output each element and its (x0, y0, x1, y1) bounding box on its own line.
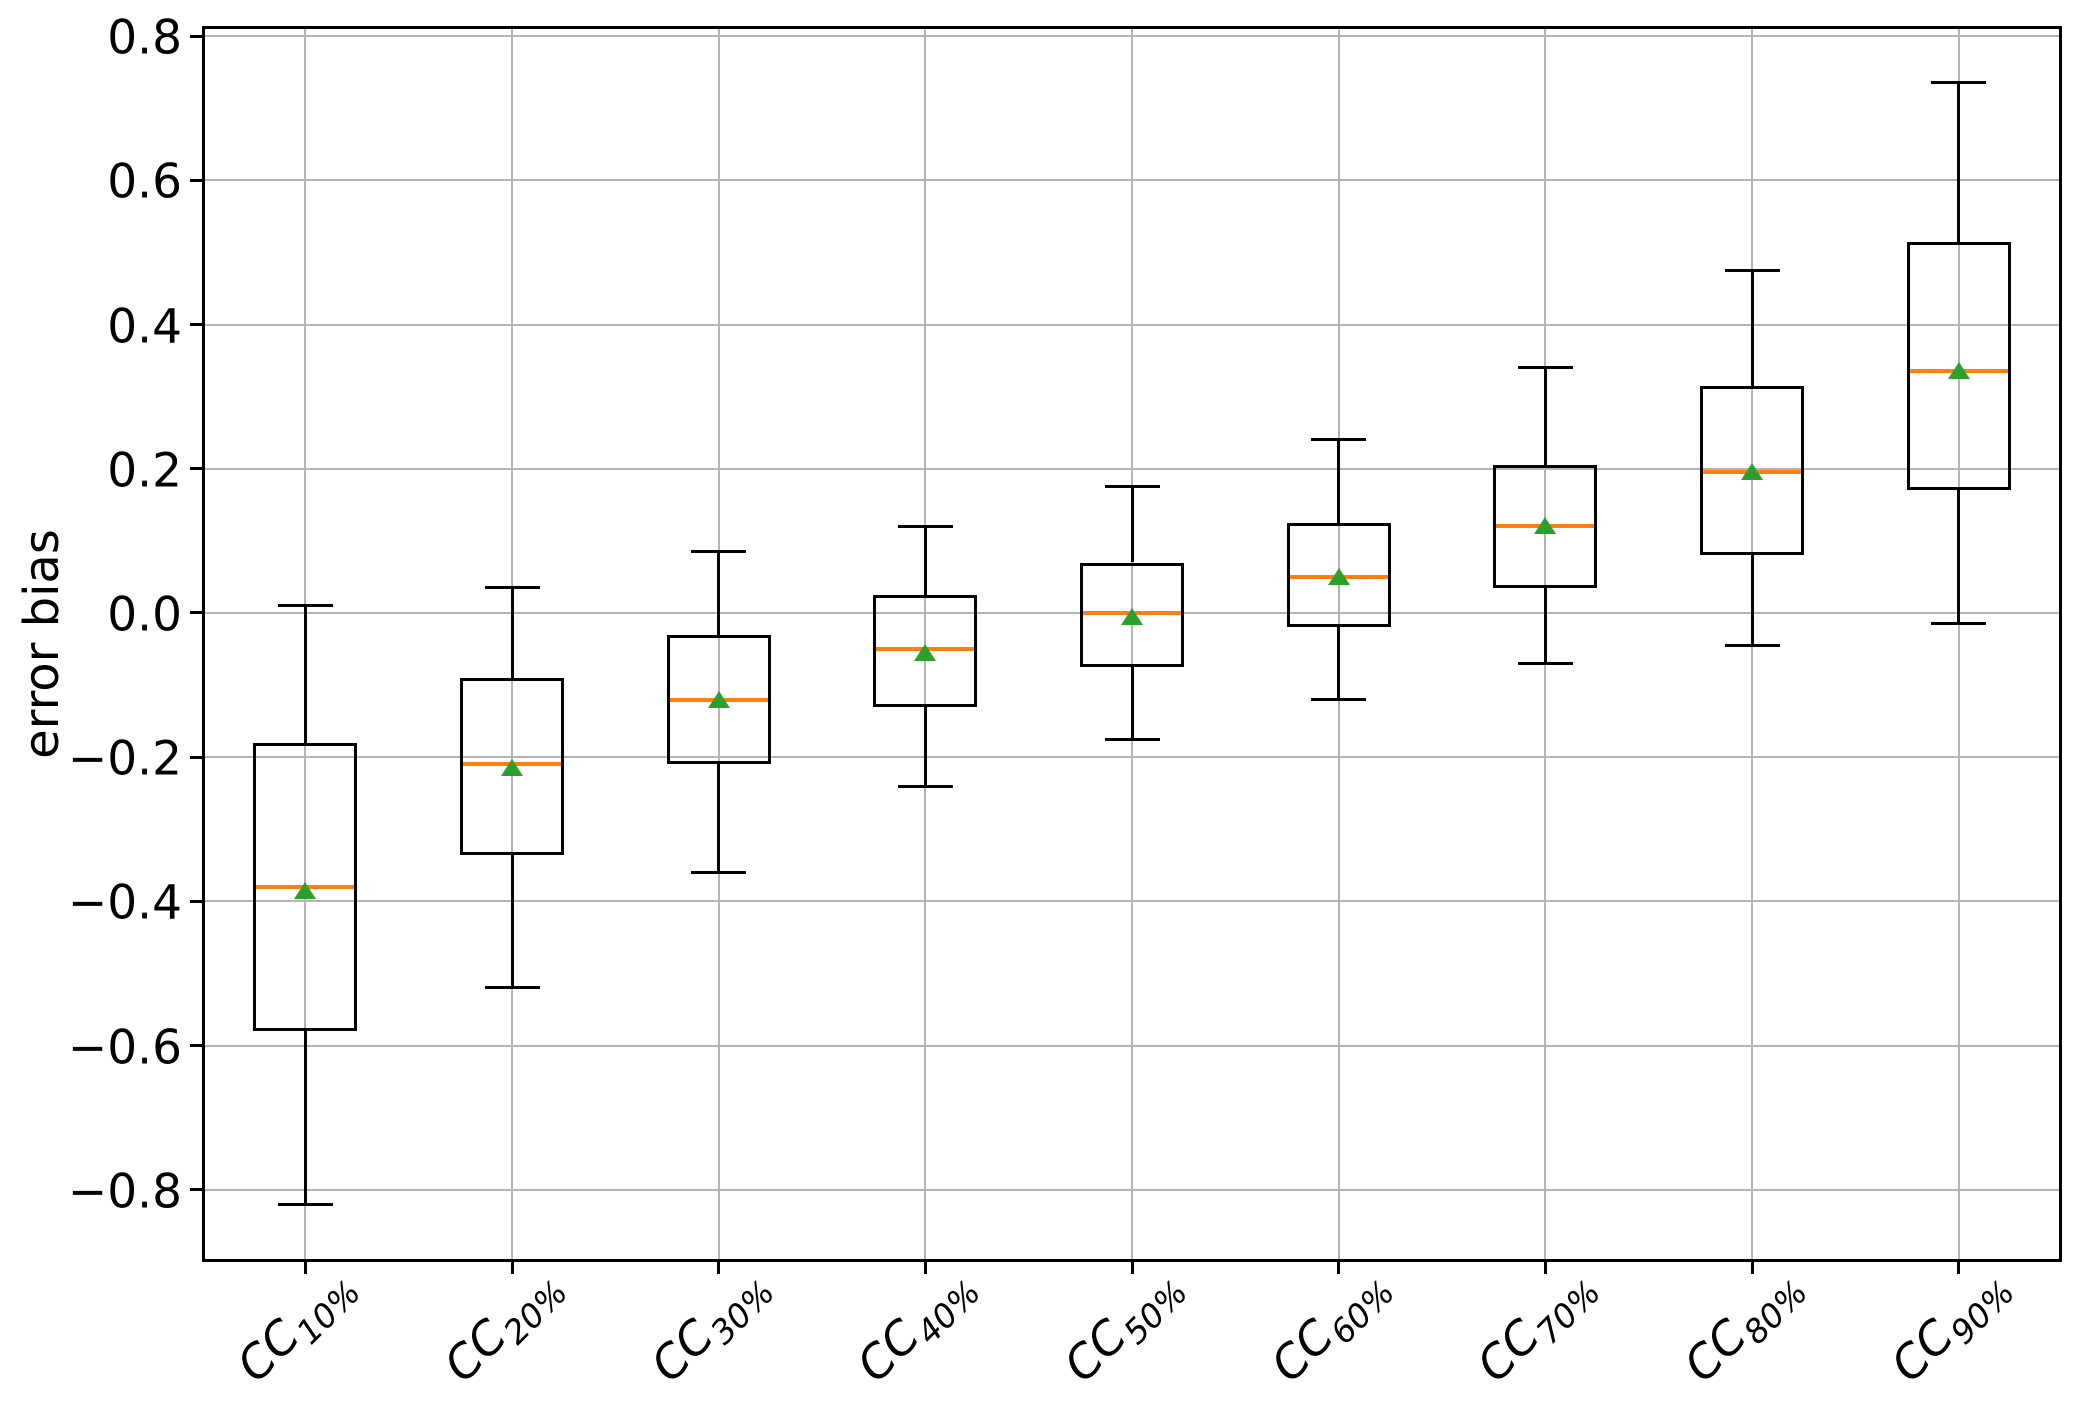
x-gridline (1957, 26, 1960, 1262)
mean-triangle-marker (501, 759, 523, 777)
plot-spines (202, 26, 2062, 1262)
y-tick-label: 0.6 (107, 154, 182, 210)
mean-triangle-marker (1741, 463, 1763, 481)
y-tick-label: −0.8 (67, 1164, 182, 1220)
lower-whisker (1957, 490, 1961, 624)
x-tick-label: CC70% (1467, 1257, 1609, 1392)
lower-whisker (1337, 627, 1341, 700)
x-gridline (1131, 26, 1133, 1262)
mean-triangle-marker (707, 690, 730, 708)
x-tick-mark (923, 1262, 927, 1274)
upper-whisker (1750, 270, 1754, 386)
y-tick-mark (190, 611, 202, 615)
upper-whisker-cap (1517, 366, 1573, 370)
upper-whisker-cap (277, 604, 333, 608)
lower-whisker-cap (277, 1202, 333, 1206)
upper-whisker (1337, 439, 1341, 523)
iqr-box (1906, 241, 2011, 491)
lower-whisker (303, 1031, 307, 1205)
y-tick-mark (190, 899, 202, 903)
iqr-box (1286, 522, 1391, 628)
x-tick-mark (510, 1262, 514, 1274)
x-tick-label: CC20% (433, 1257, 575, 1392)
x-gridline (717, 26, 720, 1262)
y-tick-label: 0.8 (107, 10, 182, 66)
upper-whisker (303, 605, 307, 743)
lower-whisker-cap (1517, 661, 1573, 665)
lower-whisker-cap (691, 871, 747, 875)
upper-whisker (510, 587, 514, 678)
upper-whisker-cap (1311, 438, 1367, 442)
y-tick-label: −0.2 (67, 731, 182, 787)
x-tick-mark (1543, 1262, 1547, 1274)
upper-whisker (1543, 367, 1547, 466)
lower-whisker (923, 706, 927, 787)
x-tick-mark (717, 1262, 721, 1274)
lower-whisker-cap (1724, 643, 1780, 647)
y-tick-label: 0.4 (107, 299, 182, 355)
y-tick-label: 0.2 (107, 443, 182, 499)
mean-triangle-marker (294, 881, 317, 899)
x-tick-label: CC90% (1880, 1257, 2022, 1392)
x-tick-label: CC50% (1053, 1257, 1195, 1392)
mean-triangle-marker (1121, 607, 1143, 625)
iqr-box (873, 594, 978, 707)
lower-whisker (717, 764, 721, 873)
lower-whisker-cap (1311, 698, 1367, 702)
upper-whisker-cap (691, 550, 747, 554)
y-tick-label: 0.0 (107, 587, 182, 643)
x-tick-mark (1957, 1262, 1961, 1274)
x-tick-label: CC10% (227, 1257, 369, 1392)
iqr-box (1080, 562, 1184, 668)
y-tick-mark (190, 323, 202, 327)
mean-triangle-marker (914, 643, 937, 661)
x-tick-label: CC80% (1673, 1257, 1815, 1392)
upper-whisker-cap (484, 586, 540, 590)
iqr-box (1700, 385, 1804, 556)
y-tick-mark (190, 34, 202, 38)
lower-whisker-cap (1931, 622, 1987, 626)
lower-whisker (510, 854, 514, 988)
lower-whisker (1130, 667, 1134, 740)
y-tick-mark (190, 178, 202, 182)
y-tick-label: −0.4 (67, 875, 182, 931)
upper-whisker-cap (897, 524, 953, 528)
lower-whisker (1750, 555, 1754, 646)
upper-whisker (1957, 82, 1961, 242)
upper-whisker-cap (1931, 81, 1987, 85)
y-axis-label: error bias (14, 529, 70, 759)
x-tick-mark (303, 1262, 307, 1274)
upper-whisker (923, 526, 927, 595)
x-tick-mark (1750, 1262, 1754, 1274)
upper-whisker (1130, 486, 1134, 563)
y-tick-label: −0.6 (67, 1020, 182, 1076)
iqr-box (460, 677, 564, 855)
x-tick-label: CC60% (1260, 1257, 1402, 1392)
y-tick-mark (190, 1044, 202, 1048)
iqr-box (666, 634, 771, 765)
y-tick-mark (190, 755, 202, 759)
y-tick-mark (190, 1188, 202, 1192)
x-tick-mark (1337, 1262, 1341, 1274)
lower-whisker-cap (484, 986, 540, 990)
upper-whisker-cap (1104, 485, 1160, 489)
mean-triangle-marker (1327, 567, 1350, 585)
mean-triangle-marker (1947, 362, 1970, 380)
x-tick-label: CC30% (640, 1257, 782, 1392)
upper-whisker-cap (1724, 268, 1780, 272)
iqr-box (1493, 465, 1598, 588)
iqr-box (253, 742, 358, 1032)
x-tick-mark (1130, 1262, 1134, 1274)
lower-whisker-cap (897, 784, 953, 788)
lower-whisker (1543, 587, 1547, 664)
y-tick-mark (190, 467, 202, 471)
mean-triangle-marker (1534, 517, 1557, 535)
x-tick-label: CC40% (847, 1257, 989, 1392)
lower-whisker-cap (1104, 737, 1160, 741)
upper-whisker (717, 551, 721, 635)
